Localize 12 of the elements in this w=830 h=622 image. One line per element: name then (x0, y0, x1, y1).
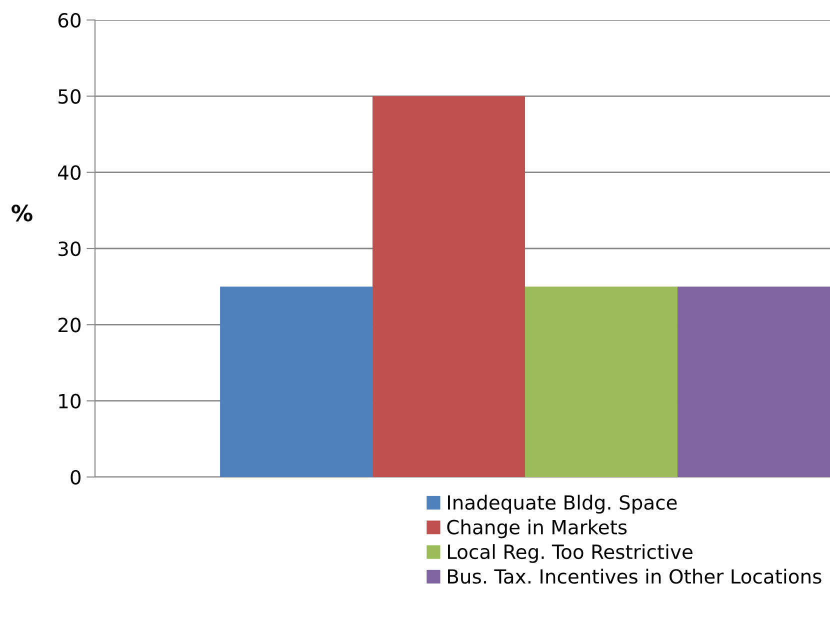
y-tick-label: 30 (58, 241, 81, 256)
legend-label: Bus. Tax. Incentives in Other Locations (448, 568, 822, 584)
y-tick-label: 60 (58, 12, 81, 28)
y-tick-label: 0 (70, 470, 81, 485)
legend-label: Inadequate Bldg. Space (448, 494, 677, 514)
legend-label: Local Reg. Too Restrictive (448, 544, 692, 563)
y-tick-label: 40 (58, 165, 81, 180)
y-tick-label: 10 (59, 394, 81, 408)
y-tick-label: 50 (58, 89, 81, 104)
y-axis-title: % (12, 204, 32, 222)
legend-label: Change in Markets (447, 519, 627, 538)
y-tick-label: 20 (58, 318, 81, 332)
